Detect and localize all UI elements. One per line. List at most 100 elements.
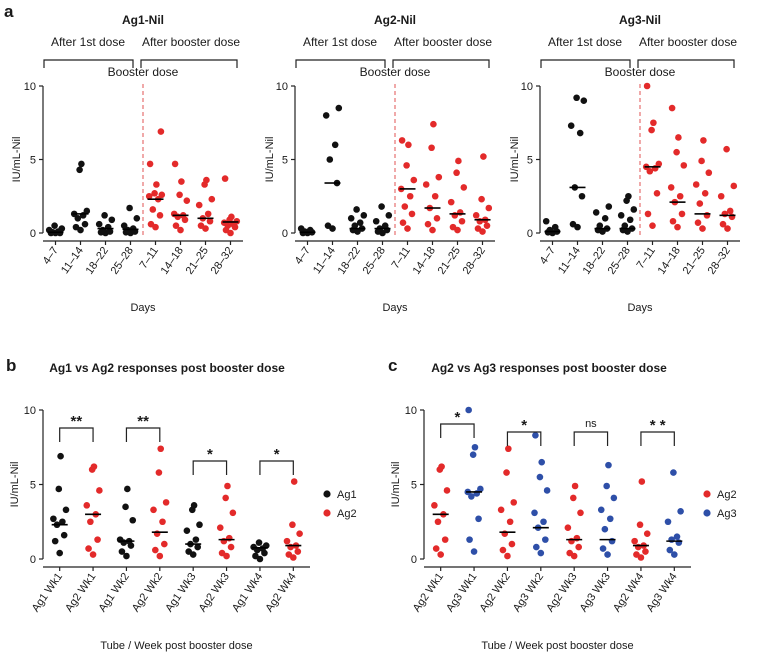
data-point xyxy=(221,175,229,182)
data-point xyxy=(324,222,332,229)
legend-label: Ag1 xyxy=(337,489,357,501)
legend-marker xyxy=(703,509,711,517)
data-point xyxy=(83,502,91,509)
data-point xyxy=(152,546,159,554)
significance-label: * xyxy=(521,417,527,434)
data-point xyxy=(676,192,684,200)
data-point xyxy=(176,191,183,199)
data-point xyxy=(592,209,600,216)
data-point xyxy=(255,539,263,546)
data-point xyxy=(294,548,302,555)
data-point xyxy=(347,215,355,222)
data-point xyxy=(208,195,216,203)
data-point xyxy=(406,192,414,200)
x-tick-label: Ag1 Wk1 xyxy=(30,571,65,614)
data-point xyxy=(156,212,164,219)
data-point xyxy=(470,548,478,555)
y-tick-label: 0 xyxy=(30,554,36,566)
data-point xyxy=(674,223,681,231)
label-booster-dose: Booster dose xyxy=(605,65,676,79)
data-point xyxy=(610,494,618,502)
significance-bracket xyxy=(640,431,675,446)
data-point xyxy=(699,225,706,232)
data-point xyxy=(724,225,731,232)
data-point xyxy=(603,482,610,490)
x-tick-label: Ag2 Wk4 xyxy=(611,571,646,614)
data-point xyxy=(478,195,485,203)
data-point xyxy=(485,204,493,212)
x-tick-label: 11–14 xyxy=(556,245,583,276)
x-tick-label: 21–25 xyxy=(184,245,211,277)
data-point xyxy=(161,540,168,548)
data-point xyxy=(717,192,725,200)
label-after-booster-dose: After booster dose xyxy=(142,35,240,49)
data-point xyxy=(372,217,380,225)
data-point xyxy=(89,551,97,558)
data-point xyxy=(72,223,80,231)
data-point xyxy=(410,176,418,184)
x-tick-label: 14–18 xyxy=(159,245,186,277)
data-point xyxy=(633,551,640,558)
data-point xyxy=(153,530,161,537)
data-point xyxy=(157,445,165,453)
data-point xyxy=(195,201,203,209)
data-point xyxy=(56,549,63,557)
x-tick-label: 7–11 xyxy=(390,245,413,271)
significance-bracket xyxy=(440,423,475,438)
data-point xyxy=(567,122,575,129)
x-tick-label: 18–22 xyxy=(581,245,608,277)
data-point xyxy=(471,443,479,451)
data-point xyxy=(405,141,412,149)
data-point xyxy=(499,546,507,554)
data-point xyxy=(120,222,128,229)
data-point xyxy=(222,494,229,502)
x-axis-label: Days xyxy=(627,302,653,314)
data-point xyxy=(126,204,133,212)
significance-bracket xyxy=(573,431,609,446)
data-point xyxy=(571,482,579,490)
label-after-booster-dose: After booster dose xyxy=(639,35,737,49)
legend-marker xyxy=(323,490,331,498)
legend-marker xyxy=(323,509,331,517)
data-point xyxy=(700,137,707,144)
panel-letter-b: b xyxy=(6,356,16,375)
x-tick-label: 4–7 xyxy=(41,245,61,267)
x-tick-label: 14–18 xyxy=(656,245,683,277)
data-point xyxy=(483,222,491,229)
y-tick-label: 5 xyxy=(30,480,36,492)
data-point xyxy=(101,212,108,219)
y-tick-label: 5 xyxy=(527,155,533,167)
data-point xyxy=(730,182,738,190)
data-point xyxy=(158,191,166,199)
x-tick-label: Ag2 Wk3 xyxy=(544,571,579,614)
data-point xyxy=(466,536,473,543)
y-tick-label: 10 xyxy=(521,81,533,93)
data-point xyxy=(437,551,444,558)
data-point xyxy=(108,216,116,224)
data-point xyxy=(653,190,661,197)
significance-label: * xyxy=(454,409,460,426)
data-point xyxy=(506,518,514,526)
x-tick-label: 4–7 xyxy=(538,245,558,267)
data-point xyxy=(577,509,584,517)
data-point xyxy=(290,478,298,485)
data-point xyxy=(646,167,654,175)
x-tick-label: Ag1 Wk4 xyxy=(230,571,265,614)
data-point xyxy=(408,210,416,218)
bracket-after-first-dose xyxy=(295,59,386,68)
data-point xyxy=(430,120,437,128)
data-point xyxy=(204,210,212,218)
data-point xyxy=(542,217,550,225)
data-point xyxy=(692,181,700,188)
data-point xyxy=(505,445,512,453)
data-point xyxy=(532,432,539,439)
data-point xyxy=(118,548,126,555)
data-point xyxy=(335,104,343,112)
chart-ag2-vs-ag3: Ag2 vs Ag3 responses post booster dose 0 5… xyxy=(390,361,737,652)
x-tick-label: Ag3 Wk3 xyxy=(578,571,613,614)
x-tick-label: Ag1 Wk2 xyxy=(96,571,131,614)
data-point xyxy=(576,129,584,137)
data-point xyxy=(206,217,214,225)
